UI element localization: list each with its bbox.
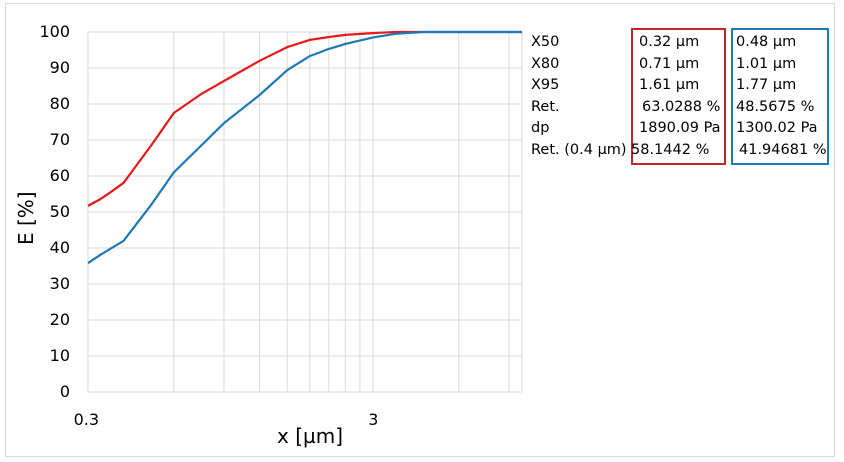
y-tick-label: 0 (59, 382, 70, 401)
red-x80: 0.71 µm (639, 55, 700, 72)
blue-ret-04: 41.94681 % (739, 141, 827, 158)
y-tick-label: 30 (49, 274, 70, 293)
y-tick-label: 60 (49, 166, 70, 185)
blue-x80: 1.01 µm (736, 55, 797, 72)
blue-x95: 1.77 µm (736, 77, 797, 93)
row-label-dp: dp (531, 120, 550, 136)
y-axis-label: E [%] (14, 191, 38, 245)
row-label-x95: X95 (531, 77, 560, 93)
y-tick-label: 80 (49, 94, 70, 113)
x-tick-label: 0.3 (73, 410, 100, 429)
red-dp: 1890.09 Pa (639, 120, 721, 136)
red-ret-04: 58.1442 % (631, 141, 710, 158)
blue-series-values: 0.48 µm 1.01 µm 1.77 µm 48.5675 % 1300.0… (736, 32, 827, 161)
row-label-x50: X50 (531, 34, 560, 50)
red-series-box (631, 28, 726, 165)
x-axis-label: x [µm] (277, 424, 344, 448)
blue-ret: 48.5675 % (736, 98, 815, 115)
y-axis-label-wrap: E [%] (14, 191, 68, 269)
y-tick-label: 20 (49, 310, 70, 329)
blue-x50: 0.48 µm (736, 34, 797, 50)
row-label-ret-04: Ret. (0.4 µm) (531, 141, 627, 158)
red-x95: 1.61 µm (639, 77, 700, 93)
row-label-ret: Ret. (531, 98, 560, 115)
y-tick-label: 40 (49, 238, 70, 257)
red-ret: 63.0288 % (642, 98, 721, 115)
blue-series-line (87, 30, 522, 265)
y-tick-label: 50 (49, 202, 70, 221)
chart-frame (5, 3, 835, 457)
red-series-values: 0.32 µm 0.71 µm 1.61 µm 63.0288 % 1890.0… (631, 32, 721, 161)
stats-row-labels: X50 X80 X95 Ret. dp Ret. (0.4 µm) (531, 32, 627, 161)
y-tick-label: 90 (49, 58, 70, 77)
blue-series-box (731, 28, 829, 165)
red-x50: 0.32 µm (639, 34, 700, 50)
y-tick-label: 10 (49, 346, 70, 365)
row-label-x80: X80 (531, 55, 560, 72)
blue-dp: 1300.02 Pa (736, 120, 818, 136)
y-tick-label: 100 (39, 22, 70, 41)
x-tick-label: 3 (368, 410, 379, 429)
y-tick-label: 70 (49, 130, 70, 149)
